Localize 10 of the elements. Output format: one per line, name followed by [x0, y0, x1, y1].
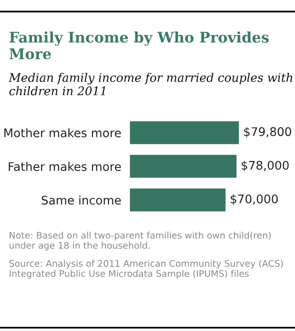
data-label: $70,000: [230, 194, 278, 205]
y-tick-label: Father makes more: [8, 162, 121, 171]
source-note: Source: Analysis of 2011 American Community Survey (ACS) Integrated Public Use Microdata Sample (IPUMS) files: [9, 260, 283, 279]
y-tick-label: Mother makes more: [4, 128, 121, 138]
chart-subtitle: Median family income for married couples with children in 2011: [8, 72, 292, 96]
y-tick-label: Same income: [42, 195, 121, 205]
chart-title: Family Income by Who Provides More: [9, 31, 269, 60]
data-label: $79,800: [244, 126, 292, 138]
data-label: $78,000: [242, 160, 289, 172]
text: Note: Based on all two-parent families with own child(ren) under age 18 in the household.: [10, 232, 271, 251]
